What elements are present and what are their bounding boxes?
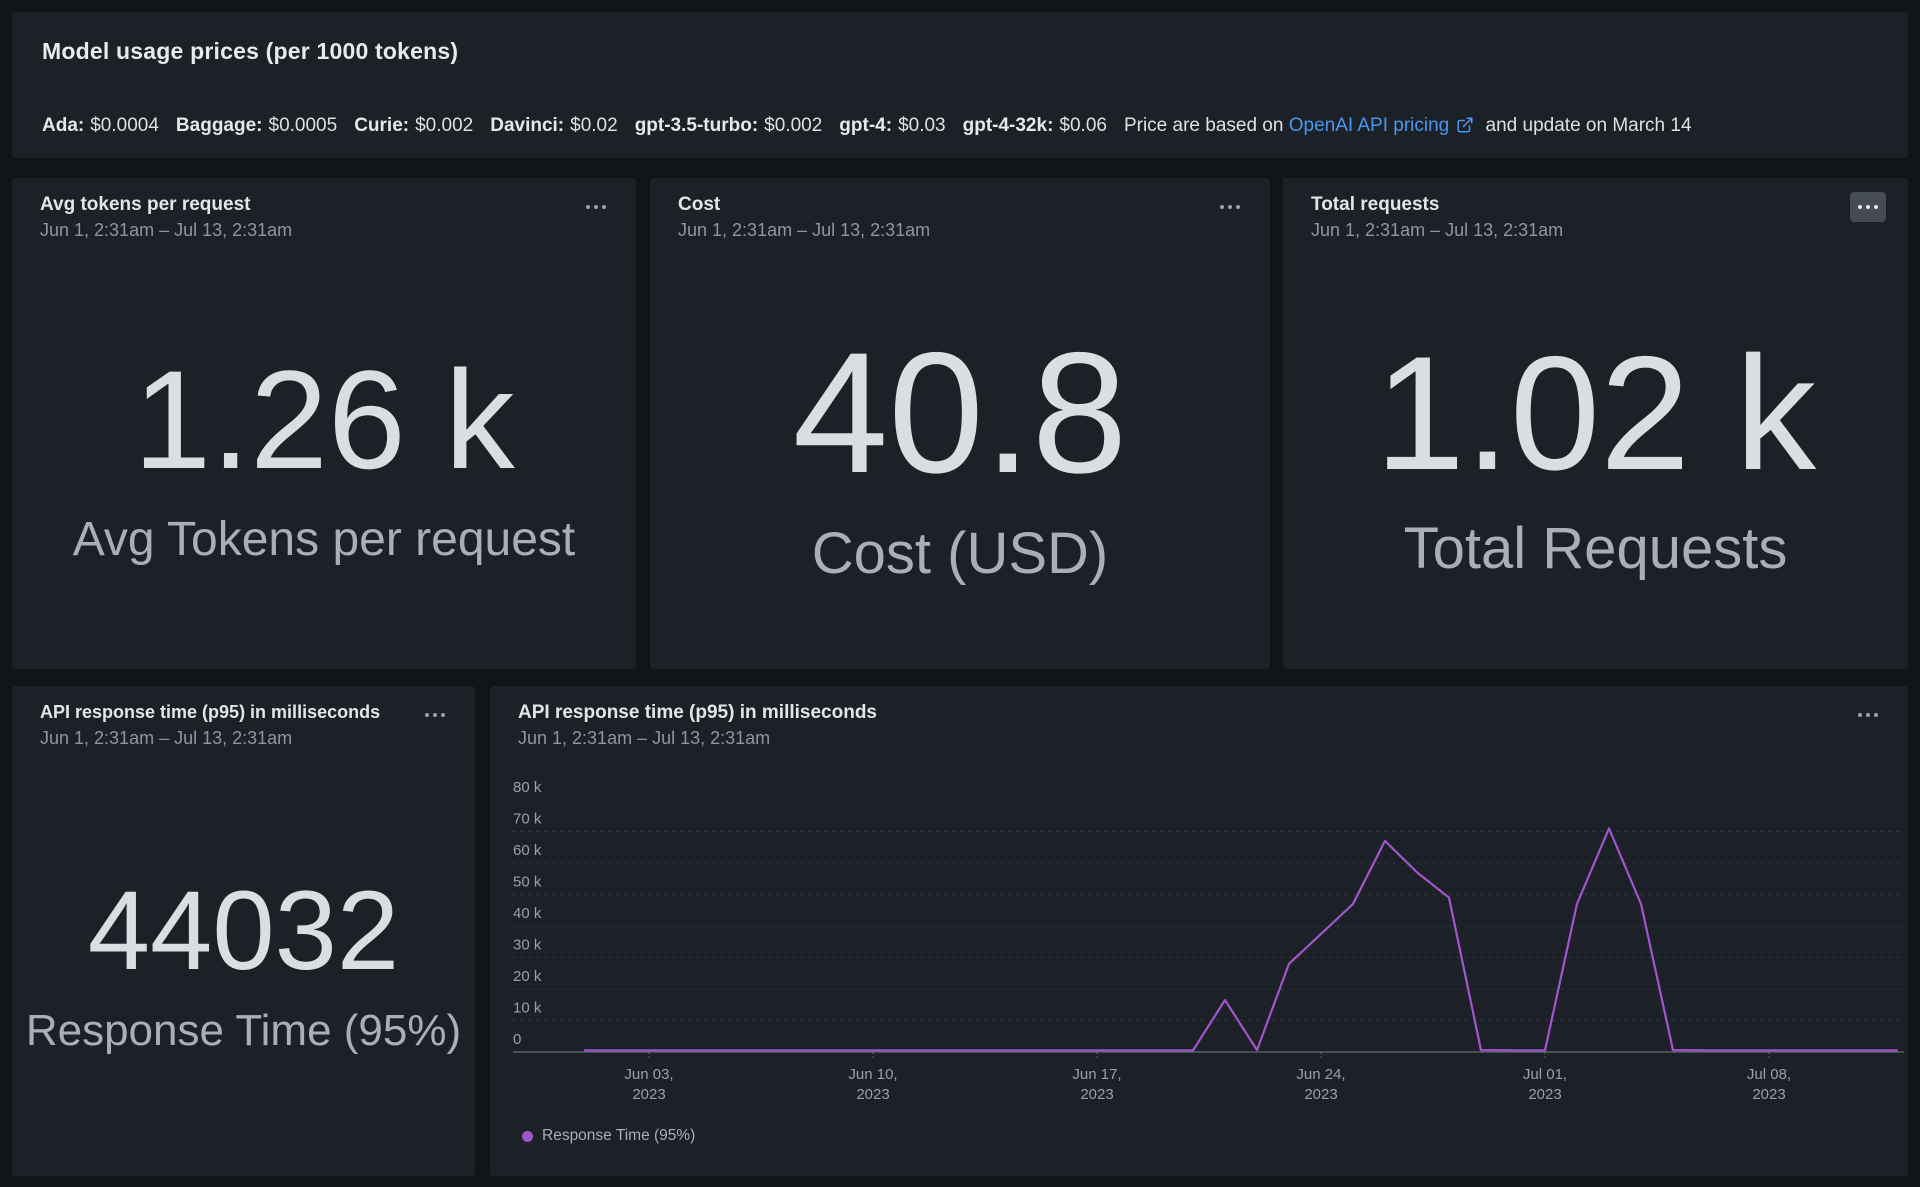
svg-text:30 k: 30 k <box>513 937 542 954</box>
price-item: Ada:$0.0004 <box>42 115 159 136</box>
svg-text:Jun 03,: Jun 03, <box>624 1066 673 1083</box>
panel-time-range: Jun 1, 2:31am – Jul 13, 2:31am <box>518 728 770 749</box>
chart-axis-labels: 0 10 k 20 k 30 k 40 k 50 k 60 k 70 k 80 k Jun 03,… <box>513 779 1791 1103</box>
panel-title: Total requests <box>1311 194 1439 216</box>
svg-text:80 k: 80 k <box>513 779 542 796</box>
svg-text:2023: 2023 <box>632 1086 665 1103</box>
panel-title: Avg tokens per request <box>40 194 250 216</box>
panel-avg-tokens-per-request: Avg tokens per request Jun 1, 2:31am – J… <box>12 178 636 669</box>
svg-text:0: 0 <box>513 1031 521 1048</box>
svg-text:Jun 10,: Jun 10, <box>848 1066 897 1083</box>
price-item: gpt-4:$0.03 <box>839 115 945 136</box>
svg-text:Jun 17,: Jun 17, <box>1072 1066 1121 1083</box>
svg-text:40 k: 40 k <box>513 905 542 922</box>
pricing-panel: Model usage prices (per 1000 tokens) Ada… <box>12 12 1908 158</box>
stat-label: Cost (USD) <box>812 520 1108 587</box>
ellipsis-icon <box>1220 205 1240 209</box>
price-item: Davinci:$0.02 <box>490 115 617 136</box>
svg-text:60 k: 60 k <box>513 842 542 859</box>
svg-text:70 k: 70 k <box>513 811 542 828</box>
panel-title: Cost <box>678 194 720 216</box>
svg-text:2023: 2023 <box>1304 1086 1337 1103</box>
svg-text:10 k: 10 k <box>513 1000 542 1017</box>
price-item: gpt-3.5-turbo:$0.002 <box>635 115 823 136</box>
ellipsis-icon <box>1858 713 1878 717</box>
svg-text:Jun 24,: Jun 24, <box>1296 1066 1345 1083</box>
panel-response-time-stat: API response time (p95) in milliseconds … <box>12 686 475 1176</box>
openai-api-pricing-link[interactable]: OpenAI API pricing <box>1289 115 1450 136</box>
legend-series-label: Response Time (95%) <box>542 1127 695 1145</box>
price-item: Baggage:$0.0005 <box>176 115 337 136</box>
pricing-note-prefix: Price are based on <box>1124 115 1289 136</box>
svg-text:2023: 2023 <box>1528 1086 1561 1103</box>
pricing-note-suffix: and update on March 14 <box>1480 115 1691 136</box>
svg-text:50 k: 50 k <box>513 874 542 891</box>
stat-value: 1.02 k <box>1375 337 1816 491</box>
pricing-line: Ada:$0.0004 Baggage:$0.0005 Curie:$0.002 Da… <box>42 114 1692 141</box>
svg-text:20 k: 20 k <box>513 968 542 985</box>
stat-label: Total Requests <box>1404 515 1788 582</box>
panel-total-requests: Total requests Jun 1, 2:31am – Jul 13, 2… <box>1283 178 1908 669</box>
ellipsis-icon <box>1858 205 1878 209</box>
price-item: gpt-4-32k:$0.06 <box>963 115 1107 136</box>
dashboard: Model usage prices (per 1000 tokens) Ada… <box>0 0 1920 1187</box>
pricing-panel-title: Model usage prices (per 1000 tokens) <box>42 38 458 65</box>
legend-item-response-time[interactable]: Response Time (95%) <box>522 1127 695 1145</box>
svg-text:2023: 2023 <box>1080 1086 1113 1103</box>
stat-body: 1.26 k Avg Tokens per request <box>12 214 636 705</box>
stat-label: Avg Tokens per request <box>73 512 576 567</box>
panel-cost: Cost Jun 1, 2:31am – Jul 13, 2:31am 40.8… <box>650 178 1270 669</box>
ellipsis-icon <box>425 713 445 717</box>
panel-response-time-chart: 0 10 k 20 k 30 k 40 k 50 k 60 k 70 k 80 k Jun 03,… <box>490 686 1908 1176</box>
price-item: Curie:$0.002 <box>354 115 473 136</box>
stat-value: 44032 <box>88 878 399 984</box>
external-link-icon <box>1456 116 1474 141</box>
stat-label: Response Time (95%) <box>26 1006 461 1056</box>
price-list: Ada:$0.0004 Baggage:$0.0005 Curie:$0.002 Da… <box>42 115 1124 136</box>
svg-text:2023: 2023 <box>1752 1086 1785 1103</box>
stat-body: 1.02 k Total Requests <box>1283 214 1908 705</box>
response-time-series-line <box>585 828 1897 1050</box>
stat-value: 1.26 k <box>133 353 514 486</box>
panel-title: API response time (p95) in milliseconds <box>518 702 877 724</box>
response-time-chart: 0 10 k 20 k 30 k 40 k 50 k 60 k 70 k 80 k Jun 03,… <box>490 686 1908 1176</box>
svg-text:Jul 01,: Jul 01, <box>1523 1066 1567 1083</box>
stat-body: 44032 Response Time (95%) <box>12 722 475 1187</box>
chart-gridlines <box>513 800 1904 1058</box>
stat-body: 40.8 Cost (USD) <box>650 214 1270 705</box>
ellipsis-icon <box>586 205 606 209</box>
panel-menu-button[interactable] <box>1850 700 1886 730</box>
svg-text:Jul 08,: Jul 08, <box>1747 1066 1791 1083</box>
svg-text:2023: 2023 <box>856 1086 889 1103</box>
legend-series-dot <box>522 1131 533 1142</box>
stat-value: 40.8 <box>793 332 1128 495</box>
panel-title: API response time (p95) in milliseconds <box>40 702 380 723</box>
